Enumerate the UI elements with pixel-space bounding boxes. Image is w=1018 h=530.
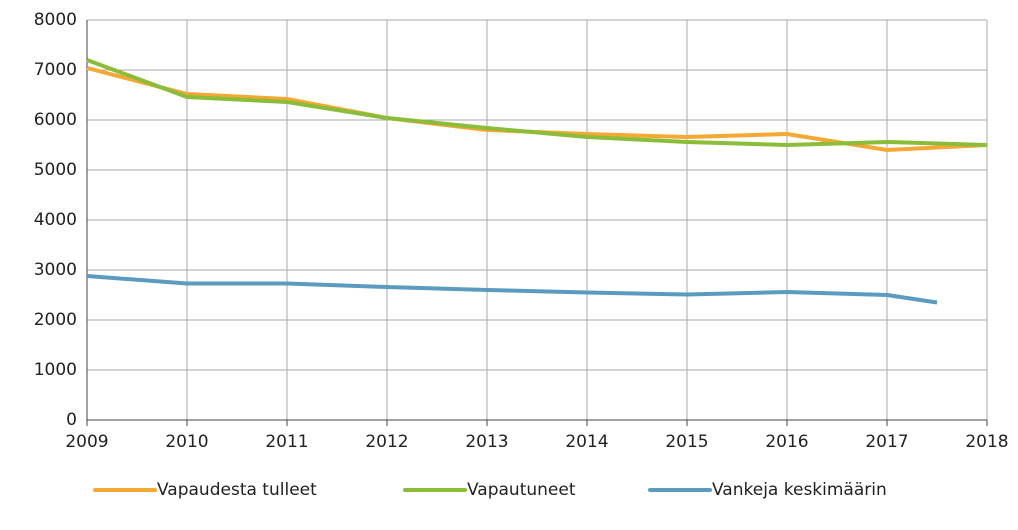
x-tick-label: 2011 [265, 432, 308, 452]
y-tick-label: 0 [66, 410, 77, 430]
x-tick-label: 2013 [465, 432, 508, 452]
x-tick-label: 2014 [565, 432, 608, 452]
series-line [86, 58, 988, 147]
x-tick-label: 2016 [765, 432, 808, 452]
x-tick-label: 2018 [965, 432, 1008, 452]
legend-label: Vapautuneet [467, 480, 576, 500]
x-tick-label: 2017 [865, 432, 908, 452]
legend-label: Vankeja keskimäärin [712, 480, 887, 500]
series-line [86, 66, 988, 152]
series-line [86, 274, 938, 305]
x-tick-label: 2012 [365, 432, 408, 452]
y-tick-label: 6000 [34, 110, 77, 130]
legend-label: Vapaudesta tulleet [157, 480, 317, 500]
x-tick-label: 2010 [165, 432, 208, 452]
x-tick-label: 2009 [65, 432, 108, 452]
y-tick-label: 4000 [34, 210, 77, 230]
y-tick-label: 7000 [34, 60, 77, 80]
y-tick-label: 5000 [34, 160, 77, 180]
y-tick-label: 3000 [34, 260, 77, 280]
y-tick-label: 1000 [34, 360, 77, 380]
y-tick-label: 8000 [34, 10, 77, 30]
x-tick-label: 2015 [665, 432, 708, 452]
y-tick-label: 2000 [34, 310, 77, 330]
